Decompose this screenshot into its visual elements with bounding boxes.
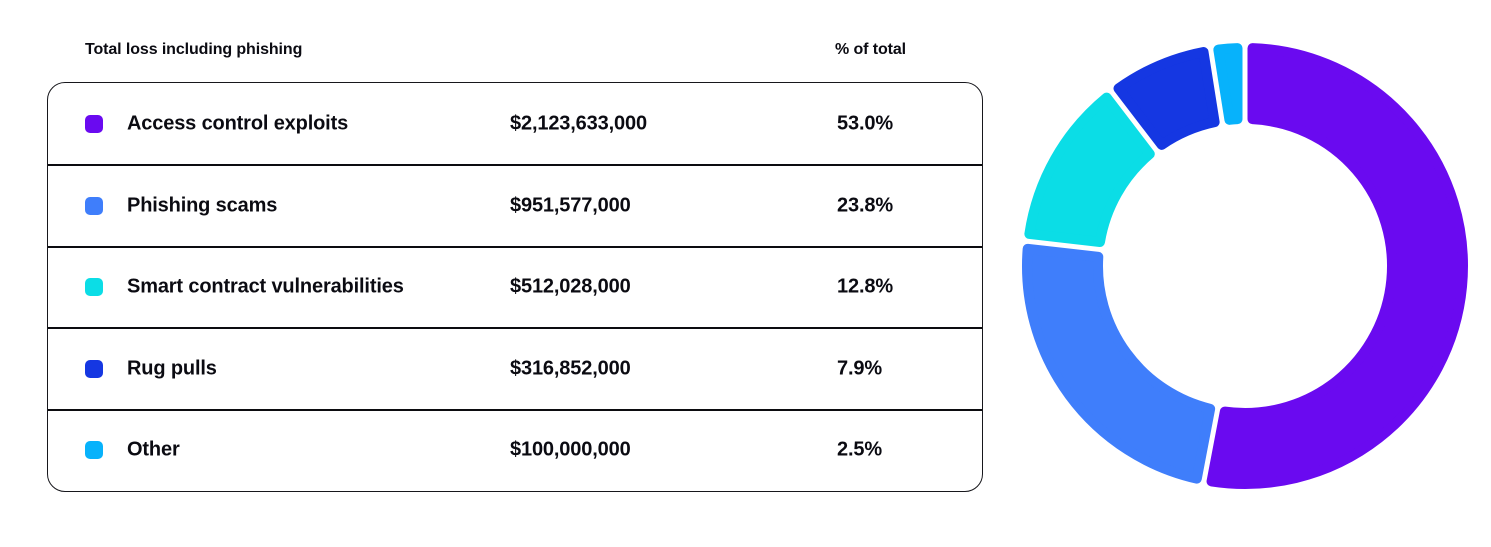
donut-segment-2[interactable] bbox=[1024, 92, 1155, 247]
loss-amount: $512,028,000 bbox=[510, 275, 631, 298]
category-label: Other bbox=[127, 438, 180, 461]
percent-of-total: 7.9% bbox=[837, 357, 882, 380]
percent-of-total: 53.0% bbox=[837, 112, 893, 135]
donut-segment-4[interactable] bbox=[1213, 43, 1243, 125]
legend-swatch bbox=[85, 114, 103, 133]
table-header-total-loss: Total loss including phishing bbox=[85, 41, 303, 58]
legend-swatch bbox=[85, 441, 103, 460]
donut-segment-1[interactable] bbox=[1022, 243, 1216, 484]
legend-swatch bbox=[85, 359, 103, 378]
donut-segment-0[interactable] bbox=[1206, 43, 1468, 489]
donut-segment-3[interactable] bbox=[1113, 46, 1220, 150]
loss-table: Access control exploits $2,123,633,000 5… bbox=[47, 82, 983, 492]
donut-chart bbox=[1022, 43, 1468, 489]
loss-amount: $316,852,000 bbox=[510, 357, 631, 380]
category-label: Smart contract vulnerabilities bbox=[127, 275, 404, 298]
percent-of-total: 12.8% bbox=[837, 275, 893, 298]
category-label: Rug pulls bbox=[127, 357, 217, 380]
category-label: Access control exploits bbox=[127, 112, 349, 135]
table-row: Access control exploits $2,123,633,000 5… bbox=[48, 83, 982, 164]
table-header-percent-of-total: % of total bbox=[835, 41, 906, 58]
loss-amount: $951,577,000 bbox=[510, 194, 631, 217]
table-row: Rug pulls $316,852,000 7.9% bbox=[48, 327, 982, 408]
percent-of-total: 2.5% bbox=[837, 438, 882, 461]
loss-amount: $2,123,633,000 bbox=[510, 112, 647, 135]
loss-amount: $100,000,000 bbox=[510, 438, 631, 461]
category-label: Phishing scams bbox=[127, 194, 278, 217]
legend-swatch bbox=[85, 278, 103, 297]
table-row: Phishing scams $951,577,000 23.8% bbox=[48, 164, 982, 245]
table-row: Smart contract vulnerabilities $512,028,… bbox=[48, 245, 982, 327]
table-row: Other $100,000,000 2.5% bbox=[48, 408, 982, 490]
legend-swatch bbox=[85, 197, 103, 216]
percent-of-total: 23.8% bbox=[837, 194, 893, 217]
